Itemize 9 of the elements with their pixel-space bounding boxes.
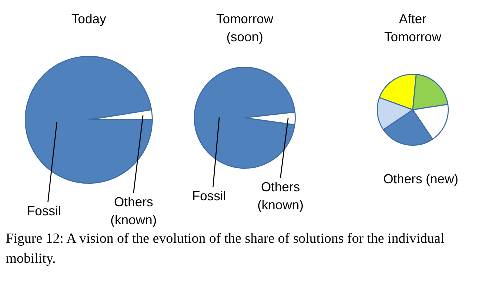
slice-label: Fossil — [192, 188, 226, 204]
slice-label: Fossil — [27, 204, 62, 219]
slice-label: Others (known) — [258, 180, 304, 213]
chart-title: Today — [72, 12, 107, 27]
text: Others (new) — [383, 172, 459, 187]
caption: Figure 12: A vision of the evolution of the share of solutions for the individual mobility. — [6, 231, 446, 269]
chart-title: Tomorrow (soon) — [216, 12, 274, 45]
slice-label: Others (known) — [110, 194, 157, 228]
chart-title: After Tomorrow — [384, 12, 442, 45]
